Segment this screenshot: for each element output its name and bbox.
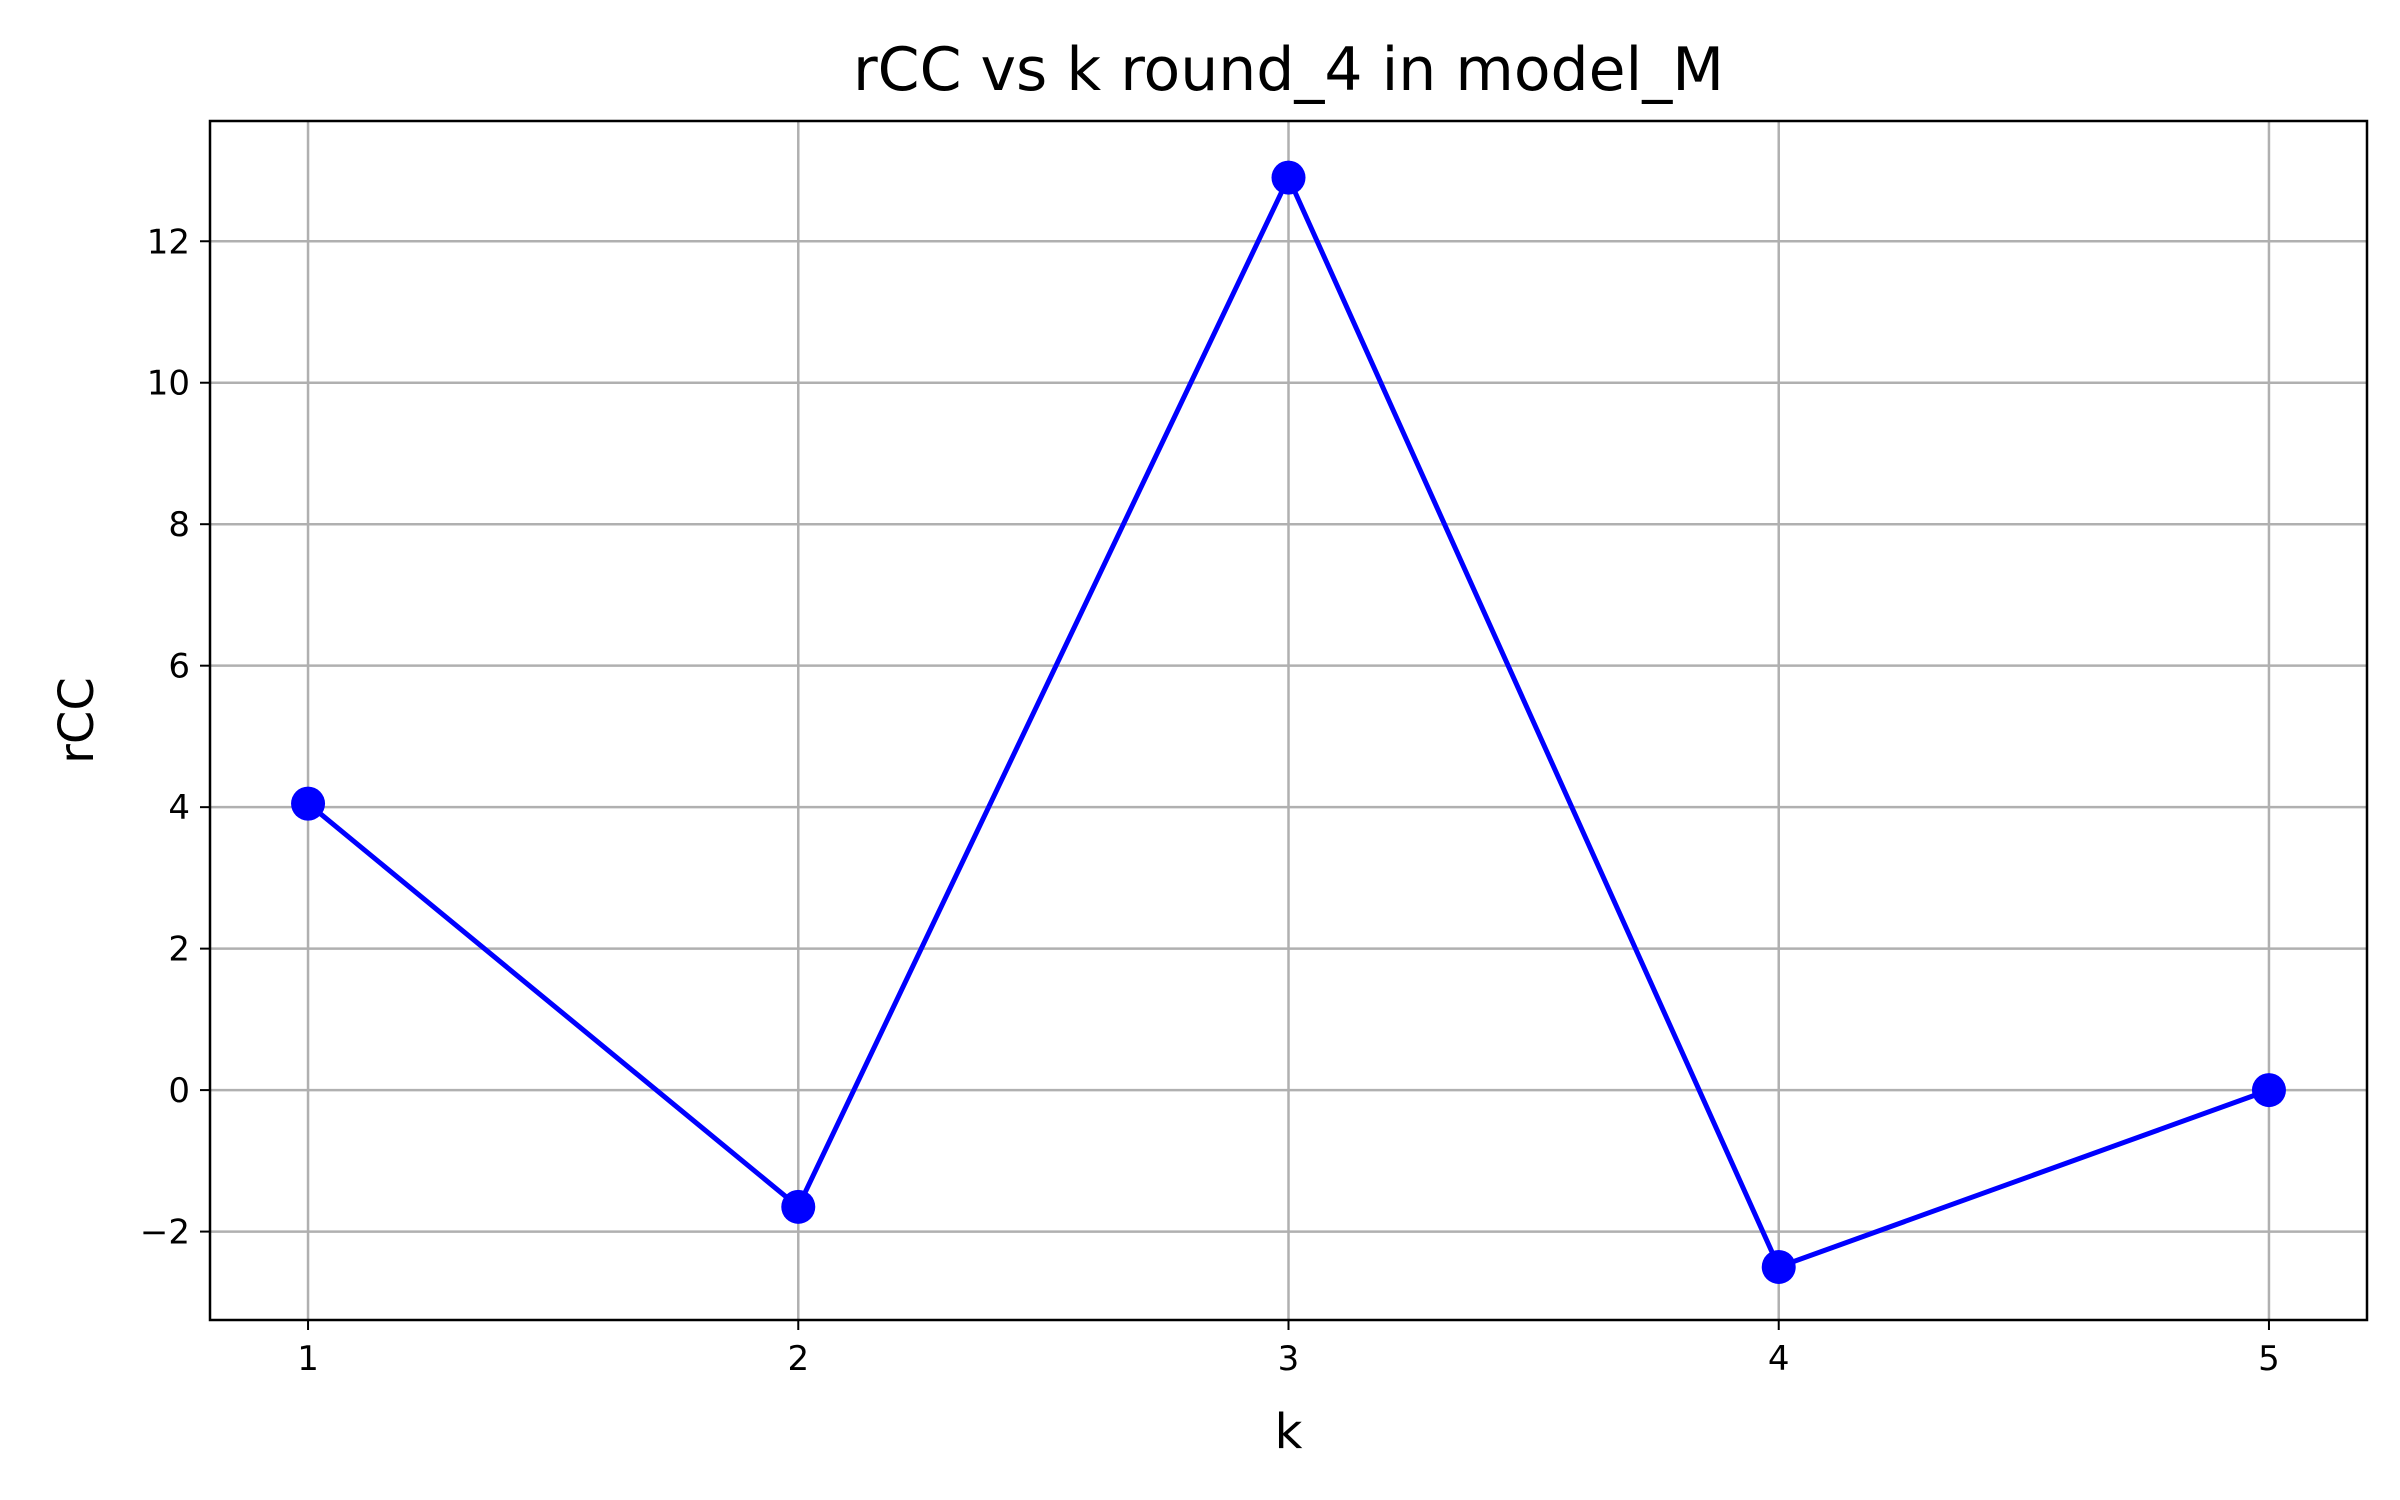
plot-frame	[208, 119, 2369, 1322]
series	[291, 160, 2286, 1284]
y-tick-label: 12	[147, 222, 190, 262]
x-tick-label: 5	[2258, 1339, 2280, 1379]
data-point	[2251, 1073, 2286, 1108]
y-tick-label: 6	[168, 647, 190, 687]
data-point	[291, 786, 326, 821]
y-tick-label: 10	[147, 364, 190, 404]
y-tick-label: 2	[168, 930, 190, 970]
x-tick-label: 2	[787, 1339, 809, 1379]
chart-title: rCC vs k round_4 in model_M	[853, 35, 1724, 105]
y-tick-label: 0	[168, 1071, 190, 1111]
x-tick-label: 4	[1768, 1339, 1790, 1379]
y-axis-label: rCC	[49, 677, 105, 764]
data-point	[1271, 160, 1306, 195]
y-tick-label: 8	[168, 505, 190, 545]
y-tick-label: 4	[168, 788, 190, 828]
x-axis-label: k	[1275, 1404, 1303, 1460]
data-point	[781, 1189, 816, 1224]
x-tick-label: 3	[1278, 1339, 1300, 1379]
data-point	[1761, 1249, 1796, 1284]
y-tick-label: −2	[140, 1213, 190, 1253]
grid	[210, 121, 2367, 1320]
x-tick-label: 1	[297, 1339, 319, 1379]
